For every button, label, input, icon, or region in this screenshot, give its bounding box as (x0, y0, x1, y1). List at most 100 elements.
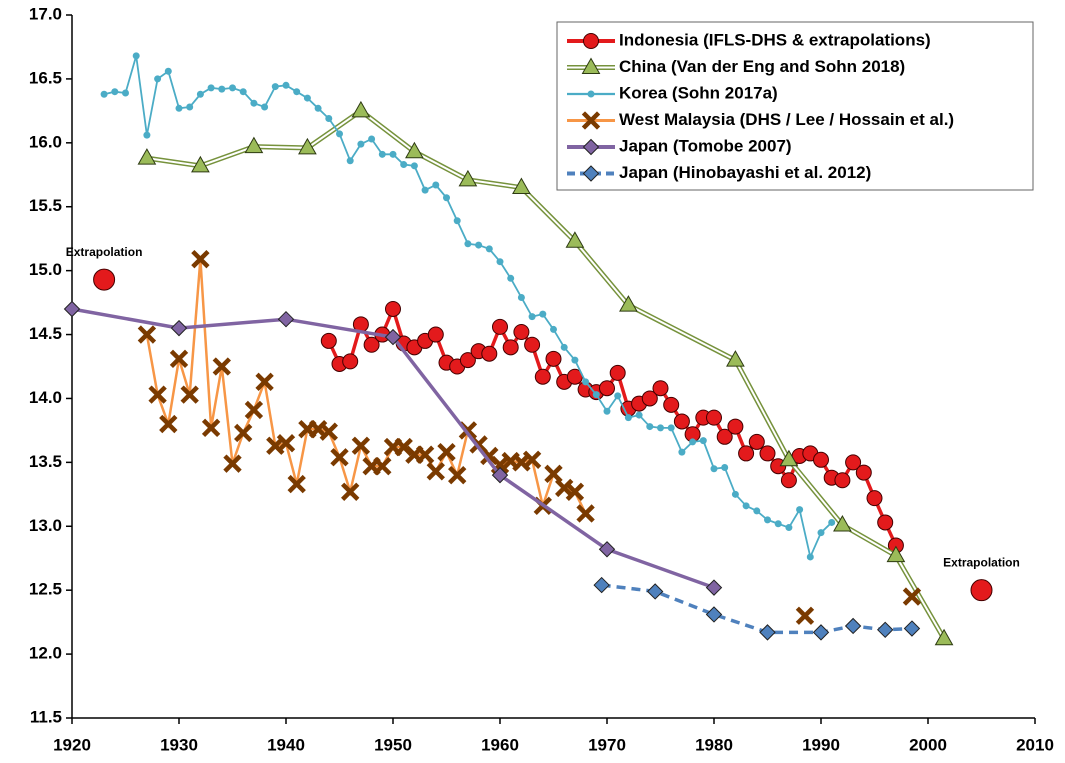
marker (229, 84, 236, 92)
marker (742, 502, 750, 510)
y-tick-label: 11.5 (30, 707, 62, 726)
marker (492, 318, 508, 335)
marker (346, 157, 354, 165)
legend-label: Korea (Sohn 2017a) (619, 83, 778, 102)
marker (534, 368, 551, 385)
marker (876, 621, 894, 639)
x-tick-label: 2000 (909, 735, 947, 754)
marker (609, 364, 626, 381)
marker (164, 67, 172, 75)
marker (169, 349, 189, 369)
annotation-label: Extrapolation (66, 245, 143, 259)
marker (539, 310, 547, 318)
marker (357, 140, 365, 148)
marker (207, 84, 215, 92)
marker (464, 240, 472, 248)
marker (544, 464, 563, 484)
y-tick-label: 17.0 (29, 4, 62, 23)
marker (432, 181, 440, 189)
marker (796, 506, 804, 514)
marker (293, 88, 301, 96)
marker (813, 451, 829, 468)
marker (726, 350, 745, 367)
marker (415, 445, 435, 464)
marker (502, 339, 519, 356)
marker (705, 606, 723, 623)
marker (314, 104, 322, 112)
marker (738, 445, 755, 462)
marker (191, 249, 210, 269)
marker (410, 162, 418, 170)
x-tick-label: 1920 (53, 735, 91, 754)
marker (934, 628, 954, 646)
x-tick-label: 1950 (374, 735, 412, 754)
marker (603, 407, 611, 415)
marker (351, 436, 371, 455)
marker (244, 400, 264, 420)
marker (598, 541, 616, 558)
marker (759, 624, 776, 641)
marker (218, 85, 226, 93)
marker (806, 553, 814, 561)
marker (727, 418, 744, 435)
marker (673, 413, 690, 430)
marker (154, 75, 162, 83)
marker (748, 433, 765, 450)
marker (491, 466, 509, 484)
marker (427, 326, 444, 343)
marker (212, 357, 231, 376)
legend-label: Indonesia (IFLS-DHS & extrapolations) (619, 30, 931, 49)
marker (759, 445, 776, 462)
marker (132, 52, 140, 60)
marker (303, 94, 311, 102)
marker (320, 332, 337, 349)
marker (716, 428, 733, 445)
marker (234, 423, 253, 443)
marker (560, 343, 568, 351)
marker (137, 148, 157, 165)
marker (448, 465, 467, 485)
marker (384, 328, 402, 346)
marker (373, 457, 392, 476)
legend-label: Japan (Tomobe 2007) (619, 136, 792, 155)
marker (581, 57, 601, 74)
marker (877, 514, 894, 531)
marker (667, 424, 675, 432)
marker (576, 504, 595, 523)
marker (475, 241, 483, 249)
marker (646, 423, 654, 431)
marker (593, 576, 610, 594)
marker (731, 490, 739, 498)
marker (663, 396, 680, 413)
marker (855, 464, 872, 481)
marker (517, 293, 525, 301)
marker (485, 245, 493, 253)
marker (524, 336, 541, 353)
marker (582, 165, 600, 182)
marker (507, 274, 515, 282)
marker (201, 418, 221, 438)
annotation-point (93, 268, 116, 291)
marker (721, 463, 729, 471)
legend-box (556, 21, 1034, 191)
x-tick-label: 1980 (695, 735, 733, 754)
legend-label: West Malaysia (DHS / Lee / Hossain et al… (619, 110, 954, 129)
marker (239, 88, 247, 96)
marker (545, 350, 562, 367)
y-tick-label: 15.0 (29, 260, 62, 279)
marker (186, 103, 194, 111)
marker (111, 88, 119, 96)
marker (170, 319, 188, 337)
marker (63, 300, 81, 318)
marker (426, 462, 445, 481)
marker (522, 450, 542, 469)
marker (774, 520, 782, 528)
marker (903, 620, 921, 637)
marker (330, 448, 349, 467)
marker (828, 518, 836, 526)
y-tick-label: 13.0 (29, 516, 62, 535)
marker (143, 131, 151, 139)
marker (250, 99, 258, 107)
marker (902, 587, 922, 606)
legend-label: Japan (Hinobayashi et al. 2012) (619, 163, 871, 182)
